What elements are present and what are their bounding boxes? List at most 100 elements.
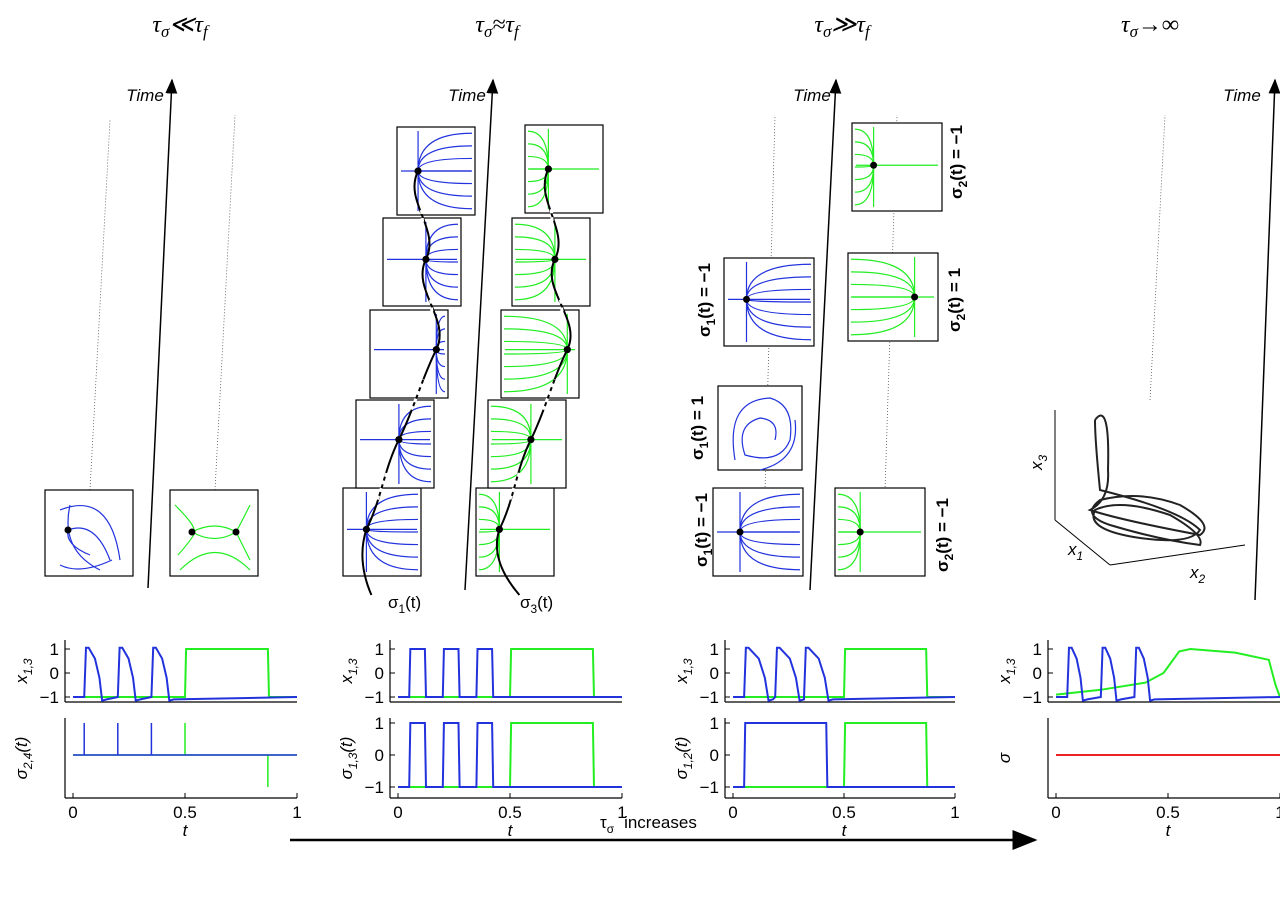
- fixed-point: [432, 346, 440, 354]
- state-label-part: 2: [956, 180, 970, 187]
- flow-line: [745, 263, 812, 300]
- y-axis-label-part: σ: [995, 752, 1014, 763]
- y-axis-label-part: 1,3: [21, 658, 35, 675]
- y-axis-label-part: 2,4: [21, 752, 35, 770]
- x-tick-label: 0: [1051, 803, 1060, 822]
- flow-line: [850, 258, 916, 298]
- trajectory-label-part: σ: [388, 593, 399, 612]
- y-axis-label: x1,3: [672, 658, 695, 684]
- trajectory-dash: [375, 469, 390, 500]
- phase-axis: [1109, 544, 1246, 566]
- y-tick-label: −1: [365, 778, 384, 797]
- y-tick-label: 0: [50, 664, 59, 683]
- state-label-part: σ: [947, 187, 966, 199]
- y-tick-label: −1: [1023, 688, 1042, 707]
- fixed-point: [232, 528, 240, 536]
- trajectory-dash: [419, 200, 425, 231]
- fixed-point: [911, 293, 919, 301]
- column-title-part: τ: [814, 12, 824, 38]
- x-axis-label: t: [183, 821, 189, 840]
- flow-line: [503, 315, 568, 350]
- trajectory-dash: [427, 289, 435, 320]
- phase-axis-label-part: 2: [1198, 572, 1206, 586]
- x-tick-label: 0: [393, 803, 402, 822]
- y-axis-label: x1,3: [12, 658, 35, 684]
- fixed-point: [527, 436, 535, 444]
- y-axis-label-part: x: [337, 675, 356, 685]
- y-tick-label: −1: [700, 778, 719, 797]
- guide-line: [1149, 114, 1166, 401]
- column-title-part: τ: [505, 12, 515, 38]
- column-title: τσ→∞: [1121, 12, 1179, 41]
- flow-line: [59, 559, 113, 570]
- trajectory-label: σ1(t): [388, 593, 421, 616]
- time-label: Time: [448, 86, 486, 105]
- trace: [398, 648, 622, 698]
- x-axis-label: t: [508, 821, 514, 840]
- footer-label-part: increases: [624, 813, 697, 832]
- phase-axis-label-part: x: [1067, 540, 1077, 559]
- state-label-part: 1: [701, 548, 715, 555]
- footer-label: τσ increases: [600, 813, 697, 836]
- flow-line: [745, 299, 812, 341]
- x-tick-label: 1: [1275, 803, 1280, 822]
- trace: [73, 646, 298, 702]
- trace: [398, 722, 622, 788]
- state-label-part: σ: [933, 560, 952, 572]
- x-axis-label: t: [1166, 821, 1172, 840]
- fixed-point: [743, 295, 750, 303]
- y-axis-label-part: (t): [672, 737, 691, 753]
- fixed-point: [64, 526, 72, 534]
- y-axis-label-part: σ: [12, 768, 31, 779]
- trajectory-label: σ3(t): [520, 593, 553, 616]
- column-title-part: →∞: [1138, 12, 1179, 38]
- trace: [398, 722, 622, 788]
- time-label: Time: [793, 86, 831, 105]
- x-tick-label: 0: [728, 803, 737, 822]
- trajectory-label-part: 3: [531, 602, 538, 616]
- footer-label-part: τ: [600, 813, 607, 832]
- trace: [733, 646, 956, 702]
- y-axis-label-part: 1,2: [681, 752, 695, 769]
- state-label-part: σ: [688, 448, 707, 460]
- y-axis-label: σ2,4(t): [12, 737, 35, 780]
- state-label: σ1(t) = −1: [692, 493, 715, 567]
- fixed-point: [856, 528, 864, 536]
- state-label-part: 1: [697, 441, 711, 448]
- y-axis-label-part: 1,3: [346, 752, 360, 769]
- fixed-point: [495, 525, 503, 533]
- column-title: τσ≫τf: [814, 12, 872, 41]
- state-label: σ2(t) = −1: [933, 498, 956, 572]
- fixed-point: [414, 167, 422, 175]
- phase-axis-label: x2: [1189, 563, 1206, 586]
- x-tick-label: 1: [292, 803, 301, 822]
- flow-line: [179, 551, 251, 571]
- y-tick-label: 1: [375, 714, 384, 733]
- flow-line: [759, 419, 797, 471]
- state-label-part: 2: [942, 553, 956, 560]
- phase-axis-label-part: x: [1189, 563, 1199, 582]
- column-title-part: τ: [1121, 12, 1131, 38]
- flow-line: [745, 276, 812, 300]
- x-axis-label: t: [842, 821, 848, 840]
- y-axis-label-part: σ: [672, 768, 691, 779]
- column-title: τσ≪τf: [152, 12, 210, 41]
- time-label: Time: [126, 86, 164, 105]
- column-title-part: f: [514, 22, 521, 41]
- y-axis-label-part: (t): [12, 737, 31, 753]
- phase-axis-label-part: 1: [1077, 549, 1084, 563]
- guide-line: [764, 114, 776, 491]
- flow-line: [850, 296, 916, 336]
- y-tick-label: −1: [40, 688, 59, 707]
- y-tick-label: 0: [710, 746, 719, 765]
- y-tick-label: −1: [365, 688, 384, 707]
- time-axis: [147, 78, 178, 589]
- x-tick-label: 0.5: [498, 803, 522, 822]
- column-title-part: τ: [194, 12, 204, 38]
- phase-axis-label: x1: [1067, 540, 1083, 563]
- x-tick-label: 0.5: [832, 803, 856, 822]
- y-axis-label: σ1,3(t): [337, 737, 360, 780]
- y-axis-label-part: x: [12, 675, 31, 685]
- footer-label-part: σ: [607, 822, 615, 836]
- state-label-part: σ: [945, 320, 964, 332]
